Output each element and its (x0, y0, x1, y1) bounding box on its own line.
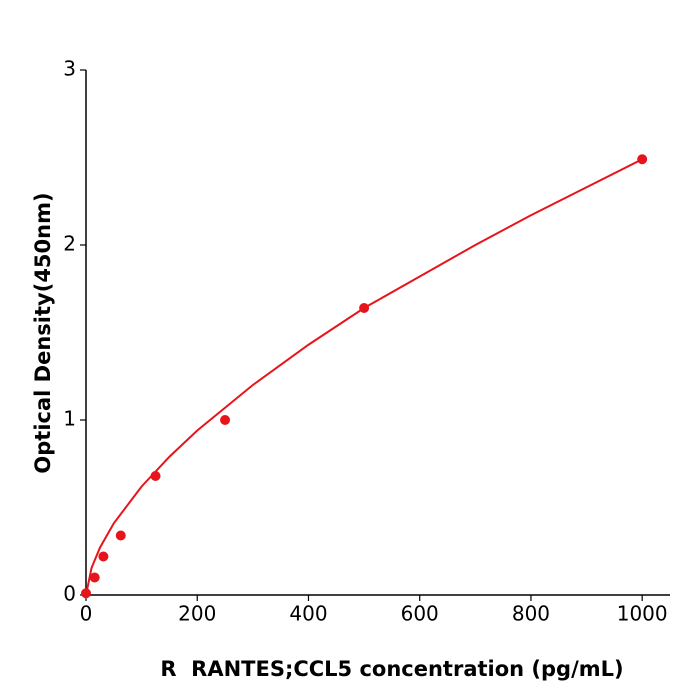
data-point (98, 551, 109, 562)
data-point (115, 530, 126, 541)
x-tick-label: 600 (401, 602, 439, 626)
data-point (81, 588, 91, 599)
data-point (359, 303, 370, 313)
x-tick-label: 400 (289, 602, 327, 626)
y-tick-label: 3 (63, 57, 76, 81)
data-point (220, 415, 231, 425)
y-axis-label: Optical Density(450nm) (31, 192, 55, 473)
y-tick-label: 1 (63, 407, 76, 431)
x-tick-label: 800 (512, 602, 550, 626)
x-tick-label: 1000 (617, 602, 668, 626)
data-point (89, 572, 100, 583)
data-point (150, 471, 161, 481)
y-tick-label: 2 (63, 232, 76, 256)
y-tick-label: 0 (63, 582, 76, 606)
x-axis-label: R RANTES;CCL5 concentration (pg/mL) (160, 657, 623, 681)
x-tick-label: 200 (178, 602, 216, 626)
x-tick-label: 0 (80, 602, 93, 626)
data-point (637, 154, 648, 165)
fit-curve (85, 158, 643, 596)
